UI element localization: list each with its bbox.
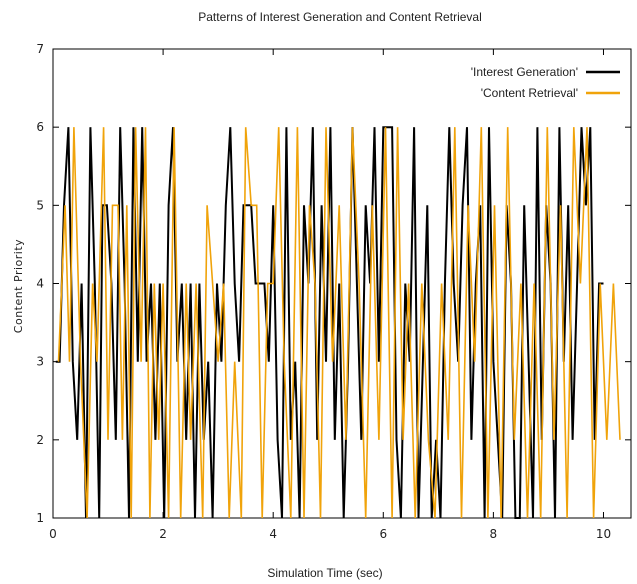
y-tick-label: 6 — [36, 120, 44, 134]
x-axis-label: Simulation Time (sec) — [267, 566, 382, 580]
x-tick-label: 6 — [379, 527, 387, 541]
x-tick-label: 4 — [269, 527, 277, 541]
y-tick-label: 7 — [36, 42, 44, 56]
x-tick-label: 8 — [490, 527, 498, 541]
y-tick-label: 3 — [36, 355, 44, 369]
series-layer — [55, 126, 621, 519]
series-line-content-retrieval — [57, 127, 621, 519]
x-axis: 0 2 4 6 8 10 — [49, 49, 611, 541]
x-tick-label: 10 — [596, 527, 611, 541]
legend-label: 'Content Retrieval' — [481, 86, 578, 100]
y-axis: 1 2 3 4 5 6 7 — [36, 42, 631, 525]
x-tick-label: 0 — [49, 527, 57, 541]
y-tick-label: 2 — [36, 433, 44, 447]
x-tick-label: 2 — [159, 527, 167, 541]
y-tick-label: 5 — [36, 198, 44, 212]
chart-title: Patterns of Interest Generation and Cont… — [198, 10, 482, 24]
y-axis-label: Content Priority — [12, 239, 25, 333]
y-tick-label: 1 — [36, 511, 44, 525]
legend: 'Interest Generation' 'Content Retrieval' — [471, 65, 620, 100]
legend-label: 'Interest Generation' — [471, 65, 578, 79]
y-tick-label: 4 — [36, 277, 44, 291]
